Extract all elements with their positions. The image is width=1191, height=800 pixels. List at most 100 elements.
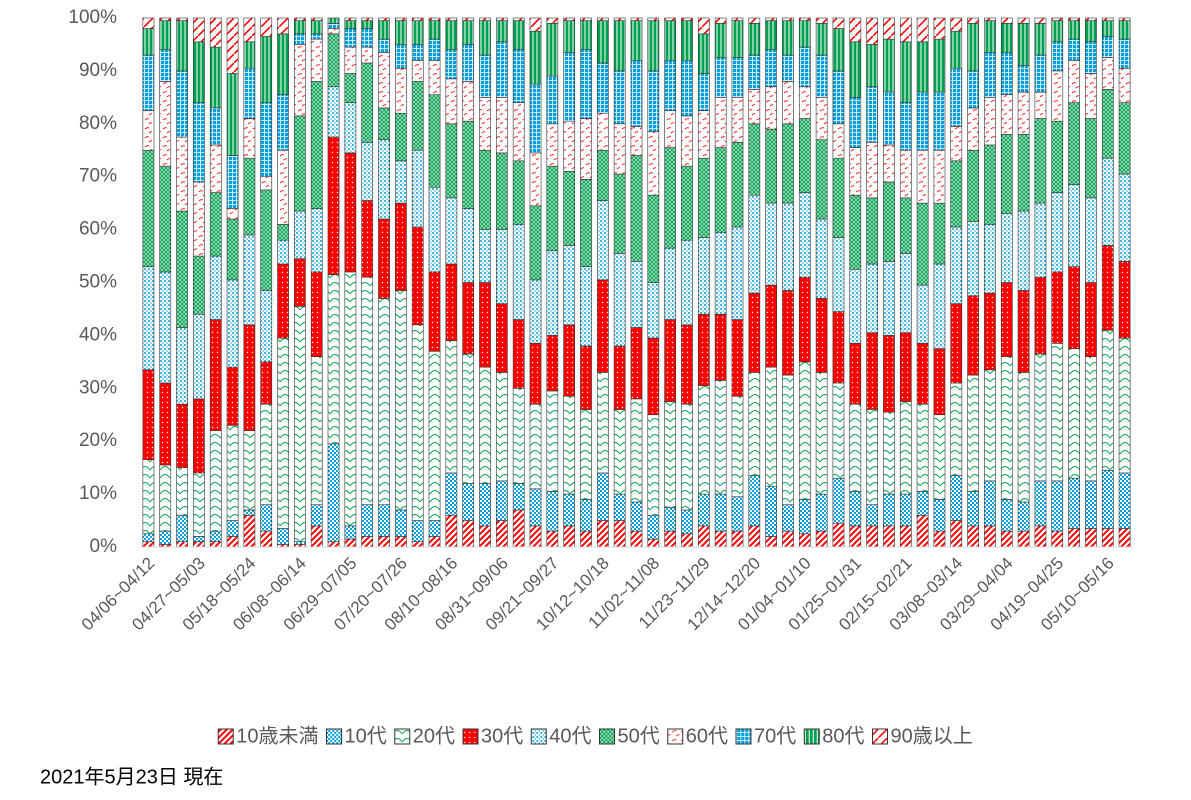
bar-segment: [294, 44, 306, 117]
legend: 10歳未満 10代 20代 30代 40代 50代 60代 70代 80代 90歳以上: [217, 724, 973, 747]
bar-segment: [1017, 501, 1030, 532]
bar-segment: [243, 430, 256, 511]
bar-segment: [613, 493, 626, 521]
bar-segment: [731, 319, 744, 397]
bar-segment: [950, 30, 963, 69]
bar-segment: [546, 250, 559, 336]
bar-segment: [479, 17, 491, 21]
bar-segment: [479, 483, 491, 527]
bar-segment: [681, 60, 693, 117]
bar-segment: [395, 67, 407, 114]
y-tick-label: 60%: [79, 219, 117, 240]
bar-segment: [765, 49, 777, 88]
bar-segment: [294, 541, 306, 545]
bar-segment: [950, 160, 963, 228]
bar-segment: [1034, 22, 1047, 56]
bar-segment: [142, 54, 155, 111]
bar-segment: [193, 541, 205, 548]
bar-segment: [613, 123, 626, 175]
bar-segment: [344, 20, 357, 29]
bar-segment: [630, 327, 643, 400]
bar-segment: [967, 107, 979, 151]
bar-segment: [395, 536, 407, 548]
bar-segment: [916, 149, 929, 204]
bar-segment: [479, 229, 491, 283]
bar-segment: [731, 57, 744, 98]
bar-segment: [176, 70, 188, 138]
bar-segment: [1051, 120, 1064, 193]
bar-segment: [327, 33, 340, 88]
bar-segment: [310, 38, 323, 82]
bar-segment: [378, 218, 390, 299]
bar-segment: [1068, 528, 1080, 548]
legend-label: 40代: [549, 724, 591, 747]
bar-segment: [496, 20, 508, 43]
bar-segment: [260, 36, 273, 103]
bar-segment: [967, 17, 979, 24]
bar-segment: [1051, 17, 1064, 21]
bar-segment: [193, 398, 205, 474]
bar-segment: [1101, 528, 1114, 548]
bar-segment: [1000, 52, 1013, 96]
bar-segment: [1085, 480, 1097, 529]
bar-segment: [546, 390, 559, 492]
bar-segment: [546, 75, 559, 125]
bar-segment: [361, 504, 374, 537]
bar-segment: [479, 54, 491, 98]
bar-segment: [496, 520, 508, 548]
bar-segment: [209, 541, 222, 548]
bar-segment: [378, 139, 390, 220]
bar-segment: [697, 73, 710, 111]
bar-segment: [462, 81, 475, 122]
bar-segment: [630, 20, 643, 61]
bar-segment: [815, 298, 828, 373]
bar-segment: [984, 144, 996, 225]
bar-segment: [512, 387, 525, 484]
bar-segment: [243, 157, 256, 236]
bar-segment: [243, 41, 256, 69]
bar-segment: [428, 271, 441, 352]
bar-segment: [933, 38, 946, 93]
bar-segment: [984, 17, 996, 21]
bar-segment: [765, 17, 777, 21]
bar-segment: [226, 425, 239, 521]
bar-segment: [815, 493, 828, 532]
bar-segment: [681, 239, 693, 326]
legend-label: 30代: [481, 724, 523, 747]
bar-segment: [361, 276, 374, 505]
bar-segment: [395, 20, 407, 45]
bar-segment: [159, 464, 172, 532]
bar-segment: [243, 17, 256, 43]
bar-segment: [798, 86, 811, 119]
note: 2021年5月23日 現在: [40, 765, 223, 788]
bar-segment: [866, 525, 878, 548]
bar-segment: [142, 28, 155, 56]
bar-segment: [361, 200, 374, 278]
bar-segment: [815, 17, 828, 24]
bar-segment: [445, 514, 458, 548]
bar-segment: [1118, 20, 1131, 40]
bar-segment: [1017, 530, 1030, 548]
legend-label: 50代: [618, 724, 660, 747]
bar-segment: [950, 17, 963, 32]
bar-segment: [899, 253, 912, 334]
bar-segment: [496, 41, 508, 98]
bar-segment: [933, 530, 946, 548]
bar-segment: [681, 324, 693, 405]
bar-segment: [411, 541, 424, 548]
bar-segment: [1118, 102, 1131, 175]
bar-segment: [933, 17, 946, 40]
bar-segment: [580, 266, 592, 347]
bar-segment: [142, 266, 155, 371]
bar-segment: [664, 17, 677, 21]
bar-segment: [984, 480, 996, 527]
bar-segment: [714, 231, 727, 315]
bar-segment: [209, 144, 222, 193]
legend-swatch: [394, 728, 411, 745]
bar-segment: [630, 155, 643, 262]
bar-segment: [395, 202, 407, 291]
bar-segment: [1034, 353, 1047, 482]
bar-segment: [294, 210, 306, 259]
bar-segment: [1085, 73, 1097, 119]
bar-segment: [479, 366, 491, 484]
